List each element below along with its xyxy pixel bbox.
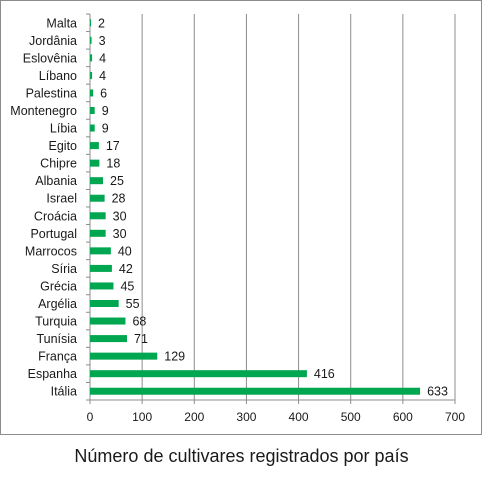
category-label: Espanha (28, 367, 77, 381)
x-tick-label: 500 (341, 410, 361, 424)
data-label: 416 (314, 367, 335, 381)
chart-frame (0, 0, 482, 435)
x-tick-label: 600 (393, 410, 413, 424)
category-label: Jordânia (29, 34, 77, 48)
bar (90, 177, 104, 185)
data-label: 9 (102, 122, 109, 136)
x-tick-label: 400 (289, 410, 309, 424)
bar (90, 71, 93, 79)
x-tick-label: 300 (236, 410, 256, 424)
chart-caption: Número de cultivares registrados por paí… (74, 446, 409, 466)
data-label: 6 (100, 86, 107, 100)
category-label: Líbano (39, 69, 77, 83)
category-label: Malta (46, 16, 77, 30)
data-label: 42 (119, 262, 133, 276)
bar (90, 19, 92, 27)
data-label: 68 (132, 315, 146, 329)
category-label: Portugal (30, 227, 77, 241)
bar (90, 124, 95, 132)
data-label: 55 (126, 297, 140, 311)
bar (90, 370, 307, 378)
data-label: 3 (99, 34, 106, 48)
x-tick-label: 700 (445, 410, 465, 424)
category-label: Eslovênia (23, 51, 77, 65)
data-label: 2 (98, 16, 105, 30)
category-label: Tunísia (36, 332, 77, 346)
data-label: 129 (164, 350, 185, 364)
category-label: Montenegro (10, 104, 77, 118)
data-label: 45 (120, 279, 134, 293)
data-label: 25 (110, 174, 124, 188)
category-label: Israel (46, 192, 77, 206)
category-label: Argélia (38, 297, 77, 311)
bar (90, 300, 119, 307)
data-label: 17 (106, 139, 120, 153)
category-label: Croácia (34, 209, 77, 223)
bar-chart: 0 100 200 300 400 500 600 700 Malta 2 Jordânia 3 Esl… (10, 13, 465, 424)
data-label: 71 (134, 332, 148, 346)
data-label: 28 (112, 192, 126, 206)
x-tick-label: 200 (184, 410, 204, 424)
bar (90, 247, 111, 255)
bar (90, 352, 158, 360)
category-label: Síria (51, 262, 77, 276)
category-label: Albania (35, 174, 77, 188)
bar (90, 335, 128, 343)
data-label: 40 (118, 244, 132, 258)
bar (90, 36, 92, 44)
bar (90, 282, 114, 290)
category-label: Grécia (40, 279, 77, 293)
bar (90, 107, 95, 114)
bar (90, 54, 93, 62)
bar (90, 194, 105, 202)
bar (90, 159, 100, 167)
bar (90, 142, 99, 150)
data-label: 4 (99, 51, 106, 65)
category-label: Itália (51, 385, 77, 399)
data-label: 9 (102, 104, 109, 118)
category-label: Chipre (40, 157, 77, 171)
bar (90, 229, 106, 237)
data-label: 18 (106, 157, 120, 171)
bar (90, 264, 112, 272)
category-label: Líbia (50, 122, 77, 136)
data-label: 30 (113, 209, 127, 223)
category-label: França (38, 350, 77, 364)
bar (90, 317, 126, 325)
x-tick-label: 0 (87, 410, 94, 424)
category-label: Turquia (35, 315, 77, 329)
x-tick-label: 100 (132, 410, 152, 424)
category-label: Marrocos (25, 244, 77, 258)
data-label: 4 (99, 69, 106, 83)
data-label: 30 (113, 227, 127, 241)
bar (90, 89, 94, 97)
bar (90, 212, 106, 220)
category-label: Egito (49, 139, 78, 153)
data-label: 633 (427, 385, 448, 399)
bar (90, 387, 421, 395)
category-label: Palestina (26, 86, 77, 100)
